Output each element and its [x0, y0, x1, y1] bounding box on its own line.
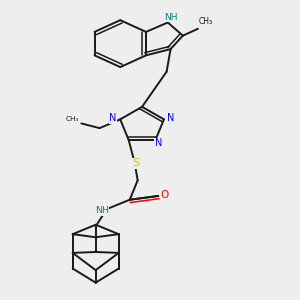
Text: NH: NH [95, 206, 109, 215]
Text: N: N [155, 138, 162, 148]
Text: CH₃: CH₃ [199, 17, 213, 26]
Text: N: N [167, 113, 175, 123]
Text: O: O [160, 190, 169, 200]
Text: N: N [110, 113, 117, 123]
Text: CH₃: CH₃ [66, 116, 80, 122]
Text: NH: NH [164, 13, 177, 22]
Text: S: S [132, 158, 139, 168]
